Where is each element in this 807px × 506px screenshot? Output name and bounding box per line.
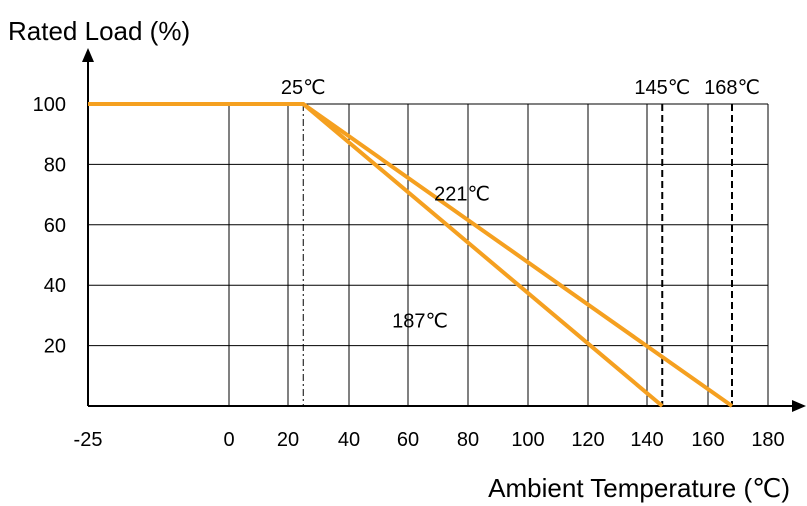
x-tick-label: 120	[571, 429, 604, 451]
reference-label-0: 25℃	[281, 77, 326, 99]
series-line-0	[88, 102, 664, 408]
y-tick-label: 100	[33, 94, 66, 116]
x-tick-label: 140	[630, 429, 663, 451]
x-tick-label: 100	[511, 429, 544, 451]
y-tick-label: 80	[44, 154, 66, 176]
grid	[88, 103, 769, 406]
x-axis-arrow	[792, 400, 806, 412]
annotation-0: 221℃	[434, 184, 490, 206]
reference-label-2: 168℃	[704, 77, 760, 99]
x-tick-label: 60	[397, 429, 419, 451]
annotations: 25℃ 145℃ 168℃ 221℃ 187℃	[281, 77, 760, 332]
series-lines	[88, 102, 734, 408]
annotation-1: 187℃	[392, 310, 448, 332]
x-tick-label: 80	[457, 429, 479, 451]
x-tick-label: 180	[751, 429, 784, 451]
x-tick-label: 160	[691, 429, 724, 451]
reference-lines	[302, 104, 733, 406]
x-tick-label: 40	[338, 429, 360, 451]
reference-label-1: 145℃	[634, 77, 690, 99]
series-line-1	[88, 102, 734, 408]
tick-labels: -25 0 20 40 60 80 100 120 140 160 180 20 40 60 80 100	[33, 94, 785, 451]
y-axis-title: Rated Load (%)	[8, 16, 190, 46]
y-tick-label: 60	[44, 215, 66, 237]
y-axis-arrow	[82, 48, 94, 62]
axes	[82, 48, 806, 412]
x-tick-label: 0	[223, 429, 234, 451]
x-tick-label: -25	[74, 429, 103, 451]
x-tick-label: 20	[277, 429, 299, 451]
y-tick-label: 40	[44, 275, 66, 297]
y-tick-label: 20	[44, 336, 66, 358]
x-axis-title: Ambient Temperature (℃)	[488, 473, 790, 503]
